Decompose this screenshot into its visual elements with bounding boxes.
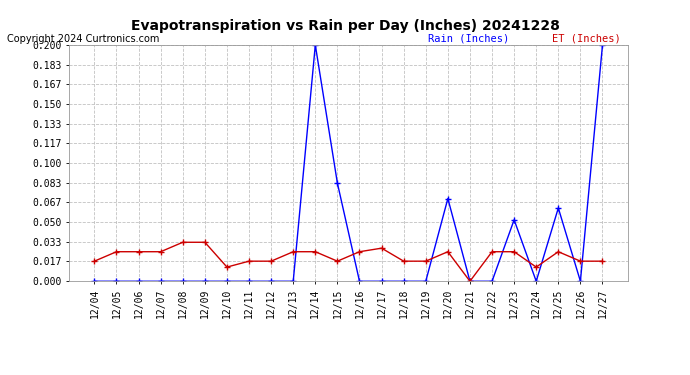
Text: ET (Inches): ET (Inches): [552, 34, 621, 44]
Text: Rain (Inches): Rain (Inches): [428, 34, 509, 44]
Text: Copyright 2024 Curtronics.com: Copyright 2024 Curtronics.com: [7, 34, 159, 44]
Text: Evapotranspiration vs Rain per Day (Inches) 20241228: Evapotranspiration vs Rain per Day (Inch…: [130, 19, 560, 33]
